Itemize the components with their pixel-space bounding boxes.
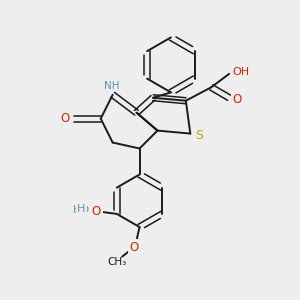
- Text: S: S: [195, 129, 203, 142]
- Text: O: O: [92, 205, 101, 218]
- Text: NH: NH: [104, 81, 120, 92]
- Text: O: O: [60, 112, 70, 125]
- Text: HO: HO: [73, 205, 90, 215]
- Text: O: O: [130, 241, 139, 254]
- Text: H: H: [77, 204, 86, 214]
- Text: OH: OH: [232, 68, 249, 77]
- Text: CH₃: CH₃: [107, 257, 127, 267]
- Text: O: O: [233, 93, 242, 106]
